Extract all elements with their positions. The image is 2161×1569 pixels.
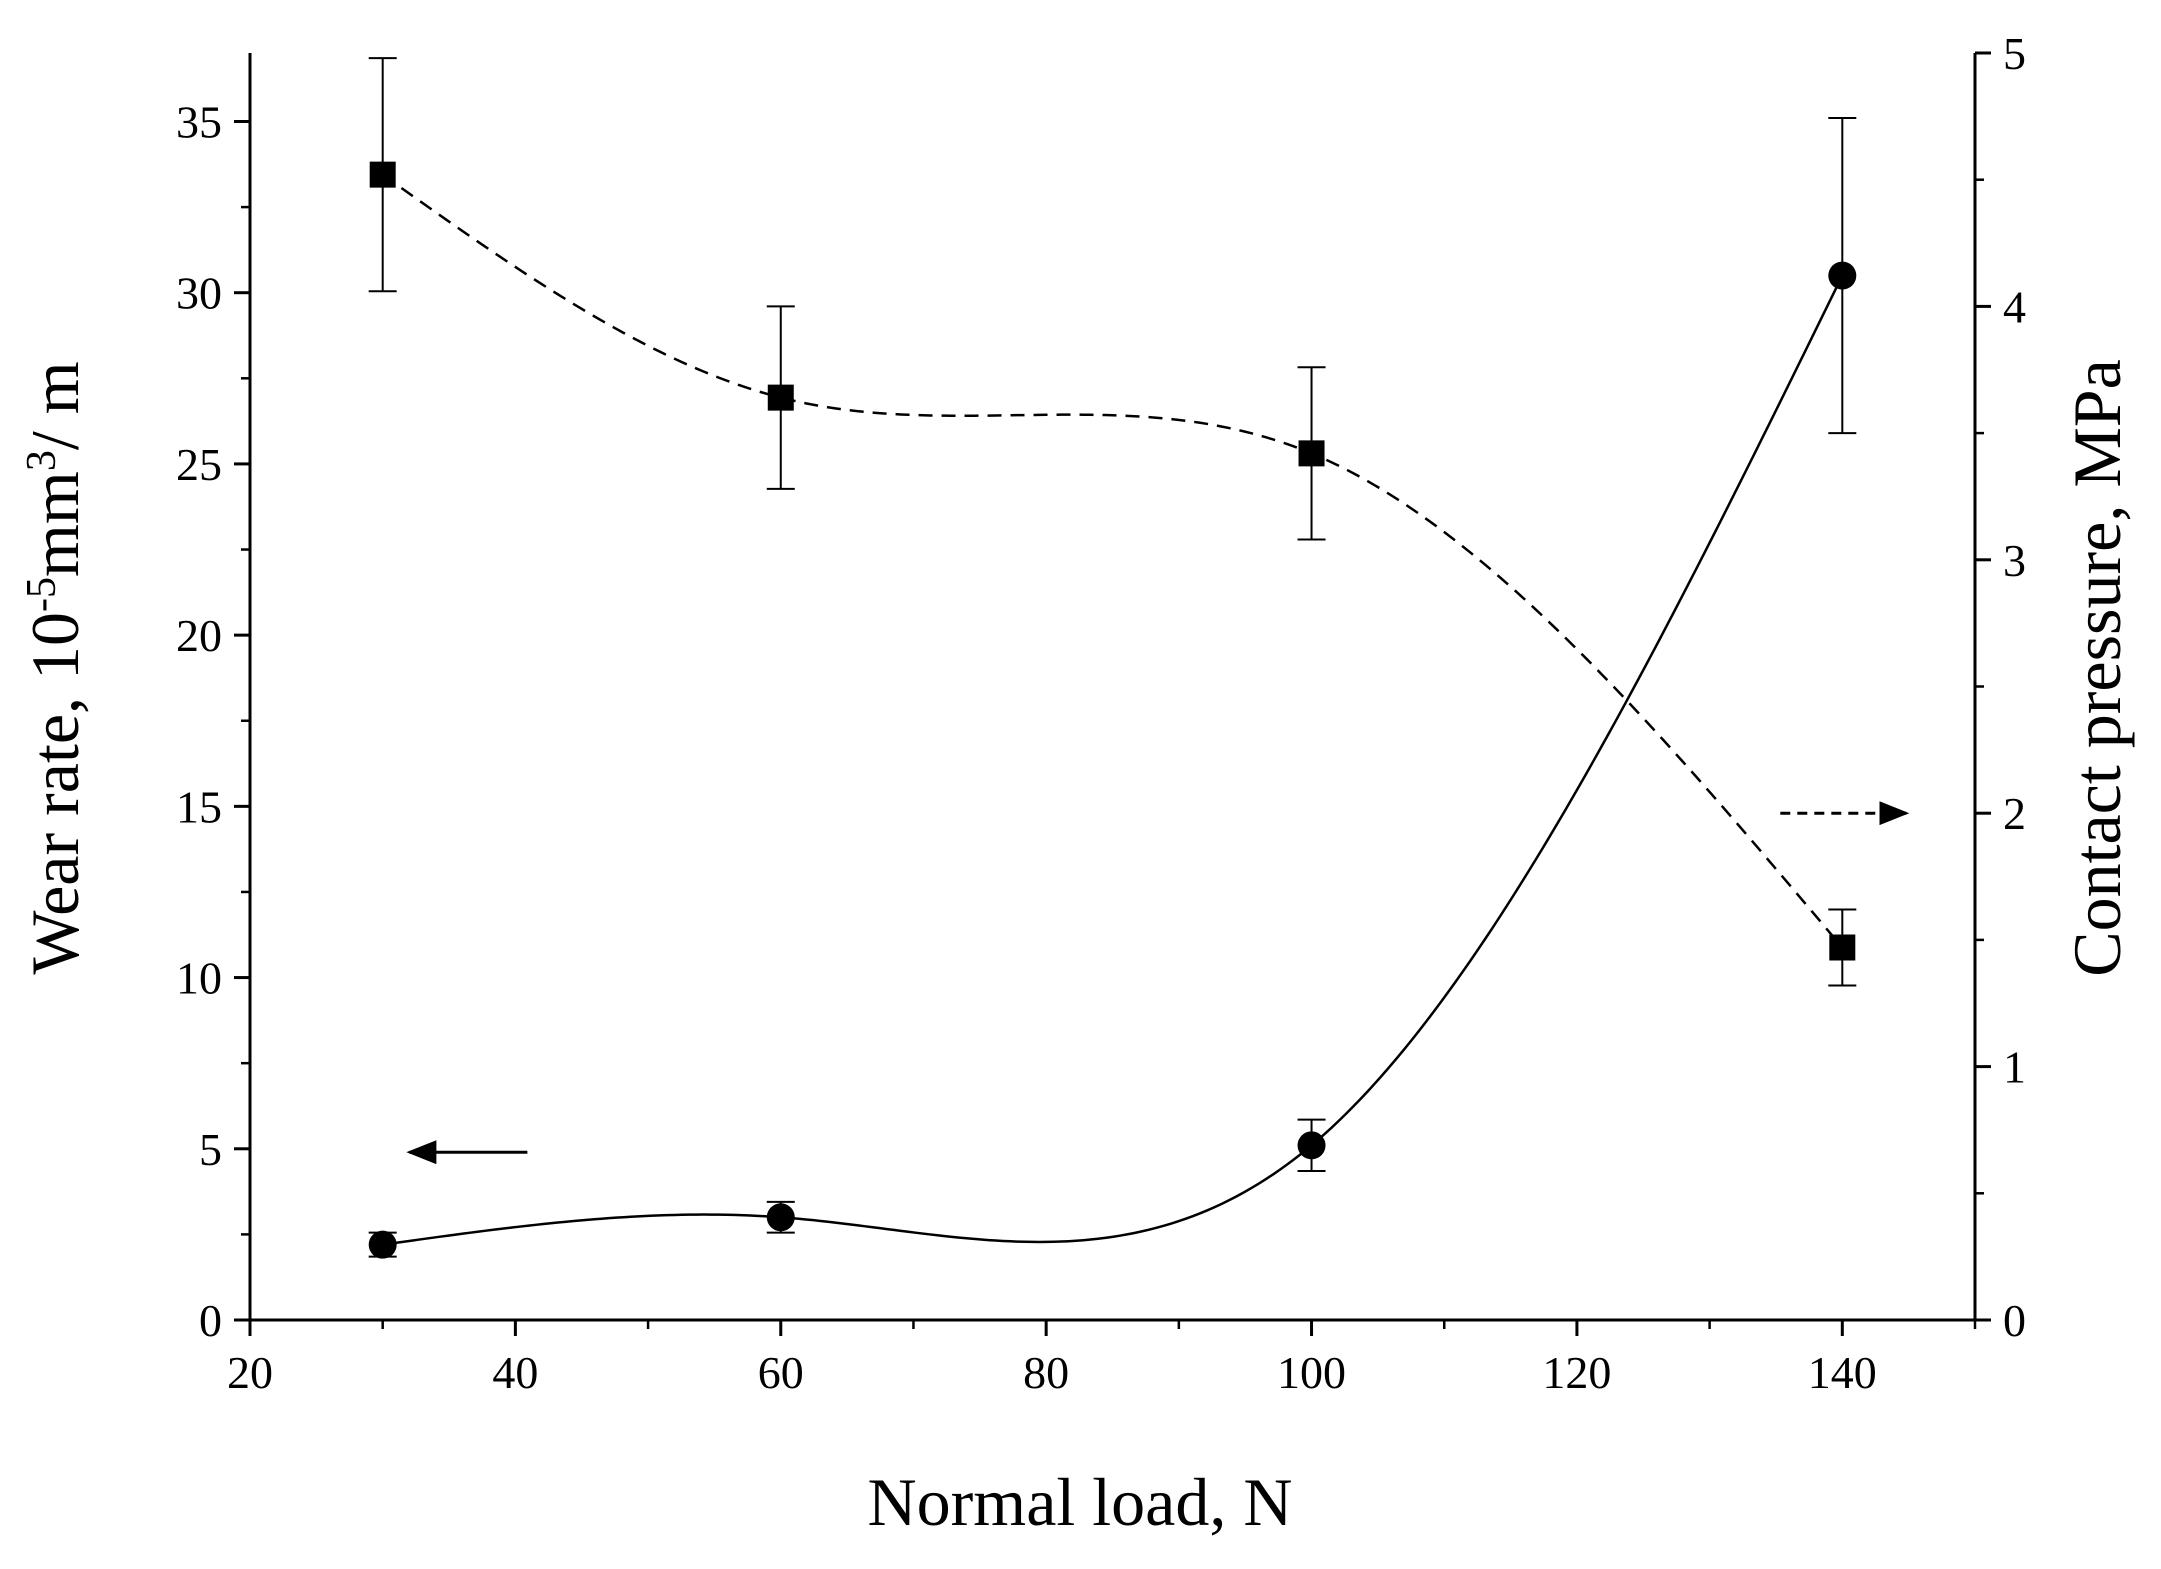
y-axis-right-title: Contact pressure, MPa (2059, 359, 2135, 977)
series-layer (368, 57, 1857, 1259)
y-right-tick-label: 3 (2003, 535, 2026, 586)
y-right-tick-label: 4 (2003, 281, 2026, 332)
data-point-square (1829, 934, 1856, 961)
y-left-title-mid: mm (17, 471, 93, 577)
x-tick-label: 140 (1808, 1347, 1877, 1398)
y-left-tick-label: 10 (176, 953, 222, 1004)
x-tick-label: 120 (1542, 1347, 1611, 1398)
x-tick-label: 60 (758, 1347, 804, 1398)
y-left-title-sup2: 3 (19, 450, 65, 471)
data-point-circle (368, 1230, 397, 1259)
data-point-circle (766, 1203, 795, 1232)
x-axis-title: Normal load, N (868, 1464, 1293, 1540)
annotation-layer (406, 801, 1910, 1165)
data-point-square (767, 384, 794, 411)
y-left-title-suffix: / m (17, 361, 93, 450)
x-tick-label: 40 (492, 1347, 538, 1398)
x-tick-label: 20 (227, 1347, 273, 1398)
series-line (381, 173, 1844, 949)
y-axis-right: 0 1 2 3 4 5 (1975, 28, 2026, 1346)
y-left-tick-label: 25 (176, 439, 222, 490)
y-axis-left: 0 5 10 15 20 25 30 35 (176, 96, 250, 1346)
x-tick-label: 100 (1277, 1347, 1346, 1398)
data-point-square (369, 161, 396, 188)
y-left-title-sup1: -5 (19, 577, 65, 612)
series-wear-rate (368, 117, 1857, 1259)
y-right-tick-label: 2 (2003, 788, 2026, 839)
y-right-tick-label: 1 (2003, 1042, 2026, 1093)
x-axis: 20 40 60 80 100 120 140 (227, 1320, 1977, 1398)
series-contact-pressure (368, 57, 1857, 987)
y-left-title-prefix: Wear rate, 10 (17, 612, 93, 975)
y-left-tick-label: 5 (199, 1124, 222, 1175)
series-line (382, 275, 1844, 1246)
plot-frame (248, 53, 1977, 1322)
data-point-circle (1828, 261, 1857, 290)
data-point-circle (1297, 1131, 1326, 1160)
y-right-tick-label: 5 (2003, 28, 2026, 79)
y-left-tick-label: 20 (176, 610, 222, 661)
y-left-tick-label: 15 (176, 781, 222, 832)
x-tick-label: 80 (1023, 1347, 1069, 1398)
y-left-tick-label: 0 (199, 1295, 222, 1346)
y-left-tick-label: 30 (176, 268, 222, 319)
y-axis-left-title: Wear rate, 10-5mm3/ m (17, 361, 93, 974)
data-point-square (1298, 440, 1325, 467)
y-right-tick-label: 0 (2003, 1295, 2026, 1346)
y-left-tick-label: 35 (176, 96, 222, 147)
